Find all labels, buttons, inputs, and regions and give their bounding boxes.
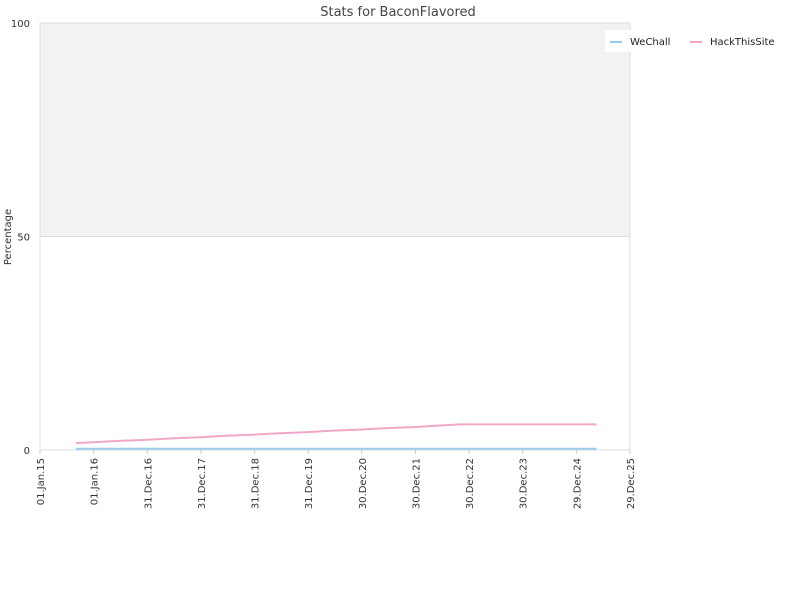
plot-band-upper bbox=[40, 23, 630, 237]
x-tick-label: 30.Dec.23 bbox=[519, 458, 530, 509]
legend-label-hackthissite: HackThisSite bbox=[710, 37, 775, 48]
x-tick-label: 31.Dec.18 bbox=[251, 458, 262, 509]
series-line-hackthissite bbox=[75, 423, 597, 445]
x-tick-label: 01.Jan.15 bbox=[36, 458, 47, 505]
x-tick-label: 31.Dec.19 bbox=[304, 458, 315, 509]
y-tick-label: 100 bbox=[11, 19, 30, 30]
legend: WeChall HackThisSite bbox=[605, 30, 787, 52]
x-tick-label: 29.Dec.25 bbox=[626, 458, 637, 509]
plot-area: 0 50 100 01.Jan.15 01.Jan.16 31.Dec.16 31.Dec.… bbox=[11, 19, 637, 509]
x-tick-label: 30.Dec.21 bbox=[411, 458, 422, 509]
x-tick-label: 30.Dec.20 bbox=[358, 458, 369, 509]
x-tick-label: 29.Dec.24 bbox=[572, 458, 583, 509]
legend-label-wechall: WeChall bbox=[630, 37, 670, 48]
y-tick-label: 0 bbox=[24, 446, 30, 457]
y-axis-label: Percentage bbox=[3, 209, 14, 265]
x-tick-label: 31.Dec.16 bbox=[143, 458, 154, 509]
y-tick-label: 50 bbox=[17, 233, 30, 244]
plot-band-lower bbox=[40, 236, 630, 450]
x-tick-label: 31.Dec.17 bbox=[197, 458, 208, 509]
x-tick-label: 01.Jan.16 bbox=[90, 458, 101, 505]
chart-title: Stats for BaconFlavored bbox=[320, 5, 476, 20]
x-tick-label: 30.Dec.22 bbox=[465, 458, 476, 509]
